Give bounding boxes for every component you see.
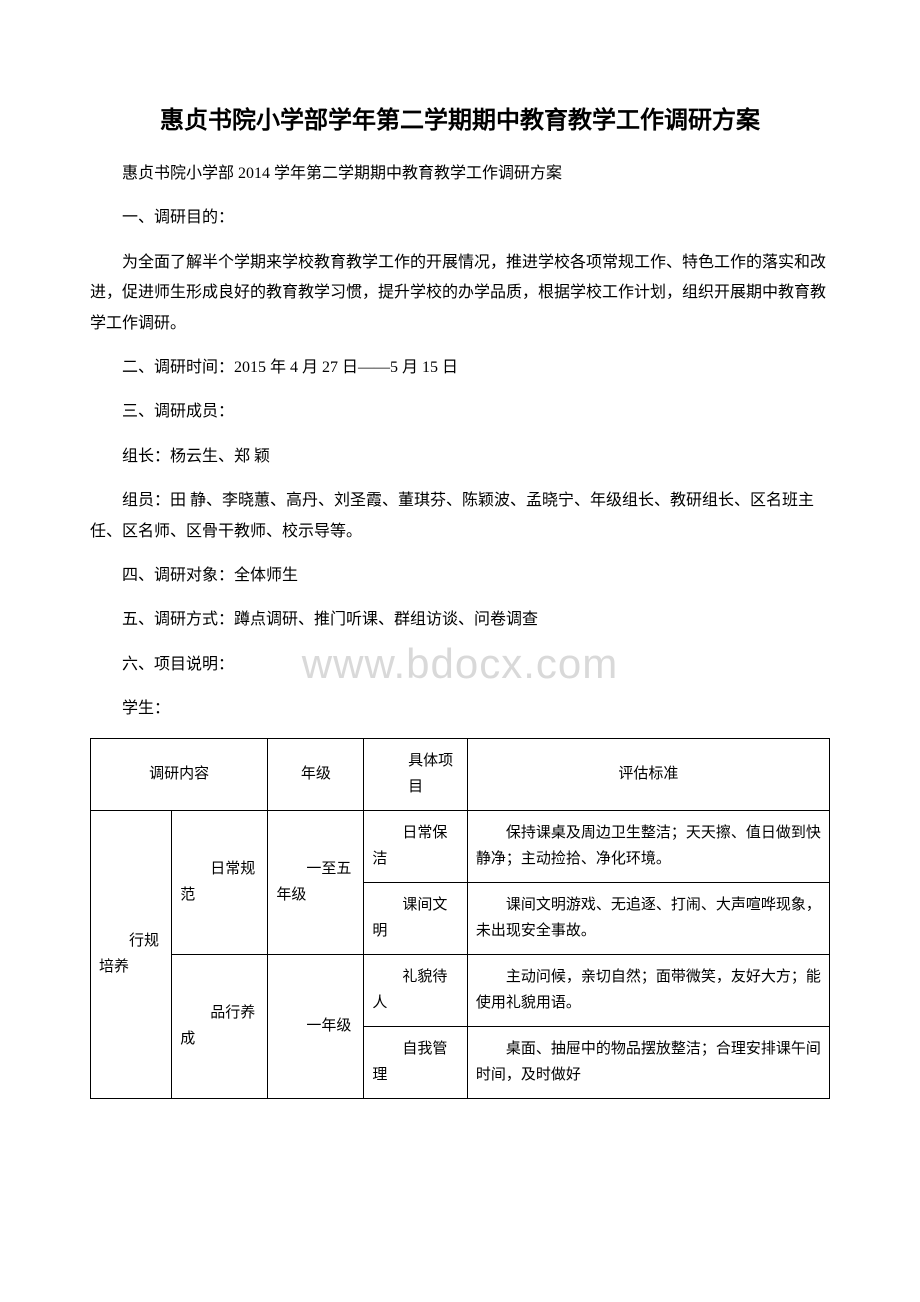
header-content: 调研内容: [91, 739, 268, 811]
section-4: 四、调研对象：全体师生: [90, 561, 830, 591]
cell-sub1-name: 日常规范: [172, 811, 268, 955]
table-row: 行规培养 日常规范 一至五年级 日常保洁 保持课桌及周边卫生整洁；天天擦、值日做…: [91, 811, 830, 883]
cell-sub2-item2-standard: 桌面、抽屉中的物品摆放整洁；合理安排课午间时间，及时做好: [467, 1027, 829, 1099]
student-label: 学生：: [90, 694, 830, 724]
cell-sub1-item1-project: 日常保洁: [364, 811, 467, 883]
cell-sub2-item1-project: 礼貌待人: [364, 955, 467, 1027]
cell-sub2-item2-project: 自我管理: [364, 1027, 467, 1099]
document-title: 惠贞书院小学部学年第二学期期中教育教学工作调研方案: [90, 100, 830, 135]
section-1-body: 为全面了解半个学期来学校教育教学工作的开展情况，推进学校各项常规工作、特色工作的…: [90, 248, 830, 339]
header-project: 具体项目: [364, 739, 467, 811]
section-5: 五、调研方式：蹲点调研、推门听课、群组访谈、问卷调查: [90, 605, 830, 635]
section-2: 二、调研时间：2015 年 4 月 27 日——5 月 15 日: [90, 353, 830, 383]
table-row: 品行养成 一年级 礼貌待人 主动问候，亲切自然；面带微笑，友好大方；能使用礼貌用…: [91, 955, 830, 1027]
section-1-heading: 一、调研目的：: [90, 203, 830, 233]
cell-sub2-name: 品行养成: [172, 955, 268, 1099]
section-3-heading: 三、调研成员：: [90, 397, 830, 427]
header-grade: 年级: [268, 739, 364, 811]
section-3-members: 组员：田 静、李晓蕙、高丹、刘圣霞、董琪芬、陈颖波、孟晓宁、年级组长、教研组长、…: [90, 486, 830, 547]
section-3-leader: 组长：杨云生、郑 颖: [90, 442, 830, 472]
header-standard: 评估标准: [467, 739, 829, 811]
table-header-row: 调研内容 年级 具体项目 评估标准: [91, 739, 830, 811]
cell-sub1-item2-standard: 课间文明游戏、无追逐、打闹、大声喧哗现象，未出现安全事故。: [467, 883, 829, 955]
cell-category: 行规培养: [91, 811, 172, 1099]
section-6: 六、项目说明：: [90, 650, 830, 680]
cell-sub1-grade: 一至五年级: [268, 811, 364, 955]
research-table: 调研内容 年级 具体项目 评估标准 行规培养 日常规范 一至五年级 日常保洁 保…: [90, 738, 830, 1099]
cell-sub2-item1-standard: 主动问候，亲切自然；面带微笑，友好大方；能使用礼貌用语。: [467, 955, 829, 1027]
paragraph-subtitle: 惠贞书院小学部 2014 学年第二学期期中教育教学工作调研方案: [90, 159, 830, 189]
cell-sub1-item2-project: 课间文明: [364, 883, 467, 955]
cell-sub1-item1-standard: 保持课桌及周边卫生整洁；天天擦、值日做到快静净；主动捡拾、净化环境。: [467, 811, 829, 883]
cell-sub2-grade: 一年级: [268, 955, 364, 1099]
